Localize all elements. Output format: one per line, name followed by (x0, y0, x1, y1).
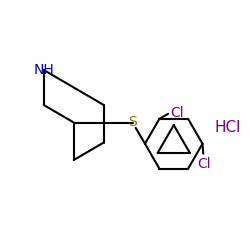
Text: HCl: HCl (215, 120, 242, 135)
Text: S: S (128, 116, 137, 130)
Text: Cl: Cl (198, 158, 211, 172)
Text: Cl: Cl (170, 106, 184, 120)
Text: NH: NH (34, 63, 54, 77)
